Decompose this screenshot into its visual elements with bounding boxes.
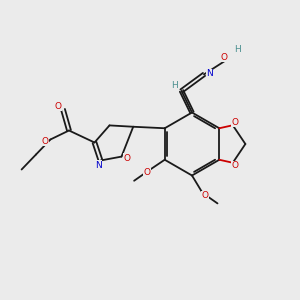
Text: O: O <box>221 53 228 62</box>
Text: O: O <box>231 118 238 127</box>
Text: H: H <box>172 81 178 90</box>
Text: O: O <box>41 136 49 146</box>
Text: N: N <box>95 160 101 169</box>
Text: H: H <box>234 45 241 54</box>
Text: O: O <box>201 191 208 200</box>
Text: O: O <box>54 102 61 111</box>
Text: N: N <box>206 69 213 78</box>
Text: O: O <box>143 168 150 177</box>
Text: O: O <box>123 154 130 163</box>
Text: O: O <box>231 161 238 170</box>
